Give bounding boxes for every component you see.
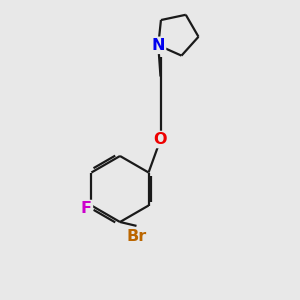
Text: F: F [81, 201, 92, 216]
Text: N: N [152, 38, 165, 53]
Text: O: O [154, 132, 167, 147]
Text: Br: Br [126, 229, 147, 244]
